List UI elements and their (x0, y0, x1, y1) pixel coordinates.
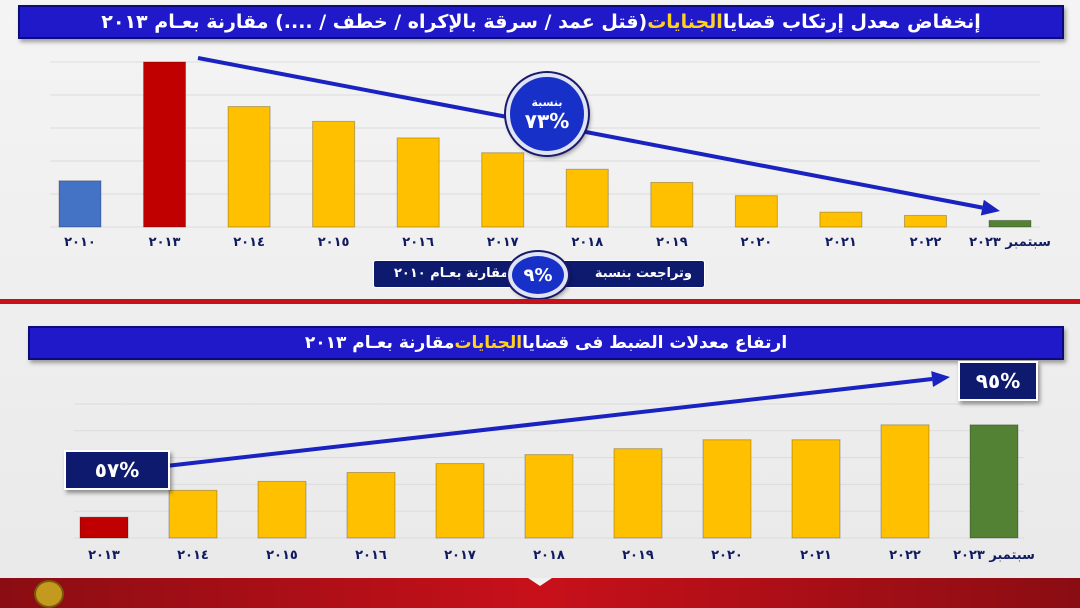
bar (702, 439, 752, 539)
trend-arrow (165, 377, 933, 468)
bar (312, 120, 356, 228)
bar (903, 214, 947, 228)
bar (734, 195, 778, 228)
bar (880, 424, 930, 539)
category-label: ٢٠٢٢ (910, 235, 942, 250)
bar (819, 211, 863, 228)
decline-badge-value: %٧٣ (524, 108, 570, 133)
start-value-label: %٥٧ (64, 450, 170, 490)
chart2-title-part3: مقارنة بعـام ٢٠١٣ (304, 333, 455, 353)
bar (227, 106, 271, 228)
bar (988, 219, 1032, 228)
category-label: ٢٠٢٢ (889, 548, 921, 563)
category-label: ٢٠١٣ (88, 548, 120, 563)
footer-notch (528, 578, 552, 586)
category-label: ٢٠١٩ (656, 235, 688, 250)
category-label: ٢٠١٤ (233, 235, 265, 250)
category-label: ٢٠٢١ (800, 548, 832, 563)
bar (613, 448, 663, 539)
end-value-label: %٩٥ (958, 361, 1038, 401)
category-label: سبتمبر ٢٠٢٣ (969, 235, 1051, 250)
bar (143, 61, 187, 228)
chart1-plot: ٢٠١٠ ٢٠١٣ ٢٠١٤ ٢٠١٥ ٢٠١٦ ٢٠١٧ ٢٠١٨ ٢٠١٩ ٢٠٢٠ ٢٠٢١… (50, 56, 1051, 250)
category-label: ٢٠١٥ (318, 235, 350, 250)
chart2-title-part1: ارتفاع معدلات الضبط فى قضايا (522, 333, 788, 353)
comparison-note-prefix: وتراجعت بنسبة (594, 266, 692, 281)
chart2-plot: ٢٠١٣ ٢٠١٤ ٢٠١٥ ٢٠١٦ ٢٠١٧ ٢٠١٨ ٢٠١٩ ٢٠٢٠ ٢٠٢١ ٢٠٢٢… (74, 371, 1035, 563)
decline-badge-caption: بنسبة (531, 95, 563, 109)
category-label: ٢٠١٥ (266, 548, 298, 563)
bar (257, 480, 307, 539)
bar (435, 463, 485, 539)
category-label: ٢٠١٧ (444, 548, 476, 563)
chart1-title-highlight: الجنايات (647, 11, 723, 33)
chart1-title: إنخفاض معدل إرتكاب قضايا الجنايات (قتل ع… (18, 5, 1064, 39)
bar (650, 181, 694, 228)
category-label: ٢٠٢٠ (711, 548, 743, 563)
bar (396, 137, 440, 228)
category-label: ٢٠١٧ (487, 235, 519, 250)
comparison-note-badge: %٩ (508, 252, 568, 298)
category-label: ٢٠١٤ (177, 548, 209, 563)
comparison-note-suffix: مقارنة بعـام ٢٠١٠ (394, 266, 509, 281)
category-label: ٢٠١٩ (622, 548, 654, 563)
category-label: ٢٠٢٠ (740, 235, 772, 250)
chart1-title-part3: (قتل عمد / سرقة بالإكراه / خطف / ....) م… (101, 11, 648, 33)
category-label: ٢٠١٠ (64, 235, 96, 250)
chart2-title-highlight: الجنايات (454, 333, 523, 353)
trend-arrow-head (980, 199, 1000, 216)
bar (79, 516, 129, 539)
bar (565, 168, 609, 228)
decline-percentage-badge: بنسبة %٧٣ (506, 73, 588, 155)
category-label: ٢٠١٣ (149, 235, 181, 250)
trend-arrow-head (931, 371, 950, 387)
chart2-title: ارتفاع معدلات الضبط فى قضايا الجنايات مق… (28, 326, 1064, 360)
chart1-title-part1: إنخفاض معدل إرتكاب قضايا (722, 11, 981, 33)
bar (481, 152, 525, 228)
bar (791, 439, 841, 539)
police-emblem-logo (34, 580, 64, 608)
category-label: ٢٠١٨ (533, 548, 565, 563)
trend-arrow (197, 56, 983, 210)
bar (524, 454, 574, 539)
category-label: ٢٠١٨ (571, 235, 603, 250)
category-label: ٢٠١٦ (402, 235, 434, 250)
bar (168, 489, 218, 539)
section-divider (0, 299, 1080, 304)
bar (969, 424, 1019, 539)
category-label: سبتمبر ٢٠٢٣ (953, 548, 1035, 563)
bar (346, 471, 396, 539)
category-label: ٢٠٢١ (825, 235, 857, 250)
bar (58, 180, 102, 228)
category-label: ٢٠١٦ (355, 548, 387, 563)
